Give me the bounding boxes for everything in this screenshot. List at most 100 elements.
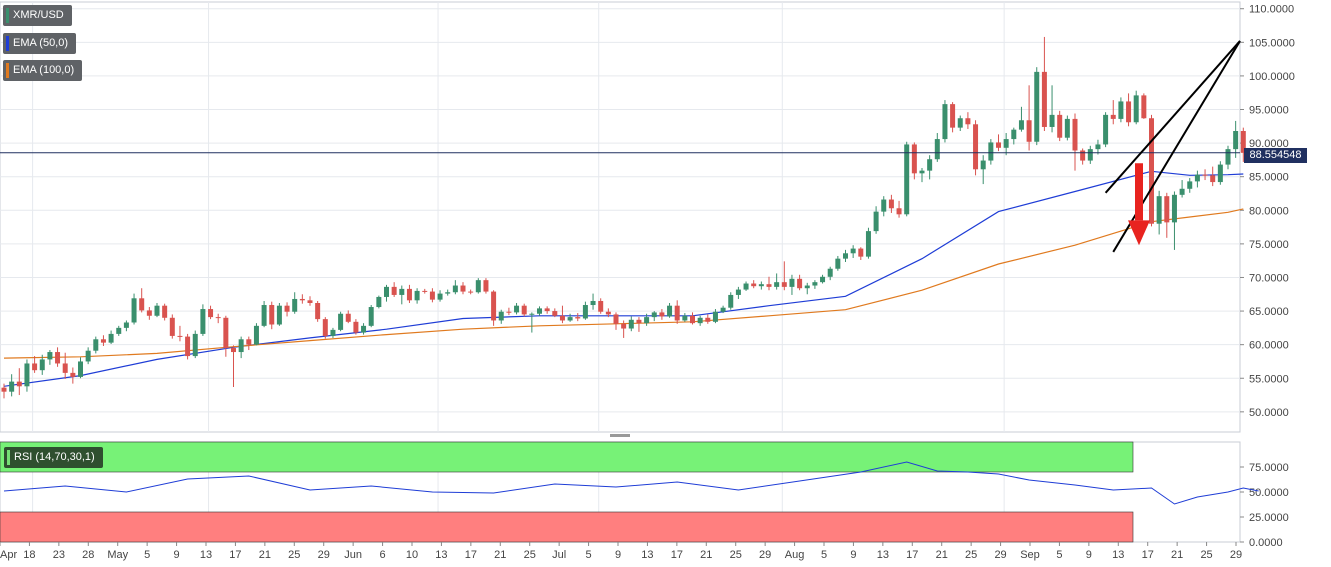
x-tick-label: 5 [144,549,150,561]
rsi-y-tick-label: 25.0000 [1249,512,1289,524]
candle-down [139,298,145,311]
candle-up [384,286,389,297]
x-tick-label: Aug [785,549,805,561]
x-tick-label: Apr [0,549,17,561]
x-tick-label: 9 [174,549,180,561]
candle-up [445,292,451,294]
y-tick-label: 90.0000 [1249,138,1289,150]
wedge-upper-trendline [1104,40,1241,194]
candle-down [896,208,902,215]
legend-ema50-label: EMA (50,0) [13,37,69,49]
candle-up [108,333,114,343]
candle-down [269,305,275,325]
candle-down [1240,131,1246,153]
candle-down [636,319,642,324]
candle-down [231,348,236,353]
candle-down [1,387,7,392]
candle-down [1072,118,1078,151]
candle-up [1194,174,1200,182]
candle-down [62,363,68,373]
legend-symbol-label: XMR/USD [13,9,64,21]
candle-down [429,291,435,300]
candle-down [1210,175,1216,183]
candle-up [261,305,267,326]
x-tick-label: Sep [1020,549,1040,561]
candle-up [927,159,933,171]
candle-down [32,363,38,371]
legend-rsi-label: RSI (14,70,30,1) [14,451,95,463]
candle-down [460,285,466,292]
main-grid [0,2,1244,542]
candle-up [980,160,986,170]
candle-up [1187,181,1193,189]
candle-down [521,305,527,315]
candle-up [1118,101,1124,119]
x-tick-label: 21 [494,549,506,561]
candle-up [804,285,810,289]
candle-up [123,322,129,328]
x-tick-label: 6 [380,549,386,561]
x-tick-label: 18 [23,549,35,561]
x-tick-label: 13 [200,549,212,561]
candle-up [1225,149,1231,165]
candle-down [544,308,550,312]
y-tick-label: 110.0000 [1249,4,1294,16]
candle-up [651,312,657,318]
candle-up [537,308,542,314]
candle-up [644,317,650,324]
y-tick-label: 70.0000 [1249,272,1289,284]
candle-up [192,333,198,357]
candle-up [697,317,703,324]
candle-up [1171,194,1177,223]
candle-up [720,307,726,312]
candle-down [911,144,917,174]
candle-up [590,300,596,306]
candle-up [414,290,420,301]
y-tick-label: 100.0000 [1249,71,1295,83]
x-tick-label: 9 [850,549,856,561]
candle-up [881,199,887,212]
candle-up [475,280,481,293]
candle-up [1003,139,1009,148]
legend-ema50[interactable]: EMA (50,0) [3,33,77,54]
candle-down [613,314,619,324]
candle-up [1217,164,1223,183]
x-tick-label: 13 [641,549,653,561]
legend-ema100-label: EMA (100,0) [13,64,75,76]
legend-symbol[interactable]: XMR/USD [3,5,72,26]
bearish-arrow-head [1128,220,1150,246]
candle-up [238,339,244,353]
candle-down [506,311,512,313]
candle-up [253,325,259,345]
candle-down [16,381,22,387]
x-tick-label: 25 [288,549,300,561]
candle-up [582,305,588,319]
candle-up [1095,144,1101,150]
candle-down [345,313,351,322]
legend-rsi[interactable]: RSI (14,70,30,1) [4,447,103,468]
legend-ema100[interactable]: EMA (100,0) [3,60,83,81]
rsi-oversold-zone [0,511,1134,543]
candle-up [1233,131,1239,150]
candle-up [498,311,504,321]
candle-down [169,317,175,336]
y-tick-label: 105.0000 [1249,37,1295,49]
candle-up [47,352,53,360]
candle-up [452,285,458,293]
rsi-overbought-zone [0,441,1134,473]
x-tick-label: Jul [552,549,566,561]
candle-up [361,325,367,333]
candle-up [85,350,91,362]
bearish-arrow-shaft [1135,163,1143,221]
x-tick-label: 5 [821,549,827,561]
current-price-tag: 88.554548 [1244,148,1307,163]
x-tick-label: 9 [615,549,621,561]
candle-up [850,248,856,254]
candle-down [246,339,252,345]
candle-up [1049,114,1055,127]
x-tick-label: 17 [906,549,918,561]
candle-up [1087,149,1093,161]
y-tick-label: 65.0000 [1249,306,1289,318]
candle-up [39,359,45,371]
candle-down [858,248,864,257]
